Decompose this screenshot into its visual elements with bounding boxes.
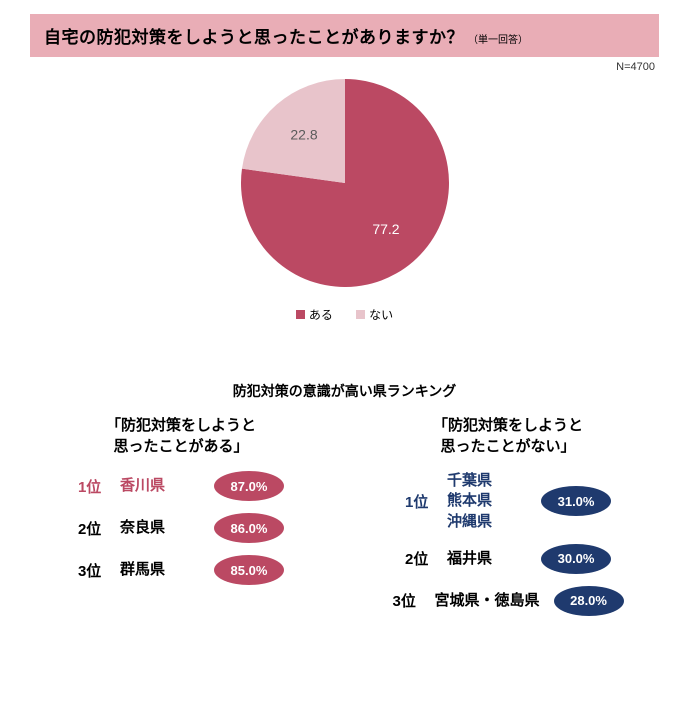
rank-row: 2位奈良県 86.0%	[30, 513, 332, 543]
rankings: 「防犯対策をしようと 思ったことがある」 1位香川県87.0%2位奈良県86.0…	[0, 415, 689, 628]
infographic-root: 自宅の防犯対策をしようと思ったことがありますか？ （単一回答） N=4700 7…	[0, 14, 689, 716]
pie-slice-label: 77.2	[372, 221, 399, 237]
rank-label: 3位	[393, 590, 425, 611]
col-header-yes: 「防犯対策をしようと 思ったことがある」	[30, 415, 332, 457]
rank-row: 3位群馬県 85.0%	[30, 555, 332, 585]
rank-percent-lozenge: 87.0%	[214, 471, 284, 501]
ranking-col-yes: 「防犯対策をしようと 思ったことがある」 1位香川県 87.0% 2位奈良県 86.0…	[30, 415, 332, 628]
rank-label: 2位	[78, 518, 110, 539]
pie-chart-wrap: 77.2 22.8	[0, 79, 689, 292]
legend-label-nai: ない	[369, 306, 393, 323]
rank-row: 3位宮城県・徳島県 28.0%	[357, 586, 659, 616]
col-header-no: 「防犯対策をしようと 思ったことがない」	[357, 415, 659, 457]
rank-prefecture: 奈良県	[120, 518, 200, 538]
n-label: N=4700	[0, 61, 655, 73]
rank-prefecture: 宮城県・徳島県	[435, 591, 540, 611]
legend-item-aru: ある	[296, 306, 333, 323]
rank-percent-lozenge: 30.0%	[541, 544, 611, 574]
rank-percent-lozenge: 86.0%	[214, 513, 284, 543]
pie-legend: ある ない	[0, 306, 689, 323]
legend-swatch-nai	[356, 310, 365, 319]
title-sub: （単一回答）	[468, 31, 528, 46]
rank-prefecture: 福井県	[447, 549, 527, 569]
rank-row: 2位福井県 30.0%	[357, 544, 659, 574]
pie-slice-label: 22.8	[290, 127, 317, 143]
rank-prefecture: 群馬県	[120, 560, 200, 580]
rank-label: 1位	[78, 476, 110, 497]
ranking-col-no: 「防犯対策をしようと 思ったことがない」 1位千葉県 熊本県 沖縄県 31.0% 2…	[357, 415, 659, 628]
rank-prefecture: 千葉県 熊本県 沖縄県	[447, 471, 527, 532]
rank-label: 3位	[78, 560, 110, 581]
rank-row: 1位香川県 87.0%	[30, 471, 332, 501]
title-main: 自宅の防犯対策をしようと思ったことがありますか？	[44, 23, 464, 48]
ranking-title: 防犯対策の意識が高い県ランキング	[0, 381, 689, 401]
title-bar: 自宅の防犯対策をしようと思ったことがありますか？ （単一回答）	[30, 14, 659, 57]
legend-item-nai: ない	[356, 306, 393, 323]
pie-chart: 77.2 22.8	[241, 79, 449, 292]
legend-label-aru: ある	[309, 306, 333, 323]
rank-label: 2位	[405, 548, 437, 569]
rank-prefecture: 香川県	[120, 476, 200, 496]
rank-percent-lozenge: 31.0%	[541, 486, 611, 516]
rank-percent-lozenge: 28.0%	[554, 586, 624, 616]
rank-label: 1位	[405, 491, 437, 512]
rank-percent-lozenge: 85.0%	[214, 555, 284, 585]
legend-swatch-aru	[296, 310, 305, 319]
rank-row: 1位千葉県 熊本県 沖縄県 31.0%	[357, 471, 659, 532]
